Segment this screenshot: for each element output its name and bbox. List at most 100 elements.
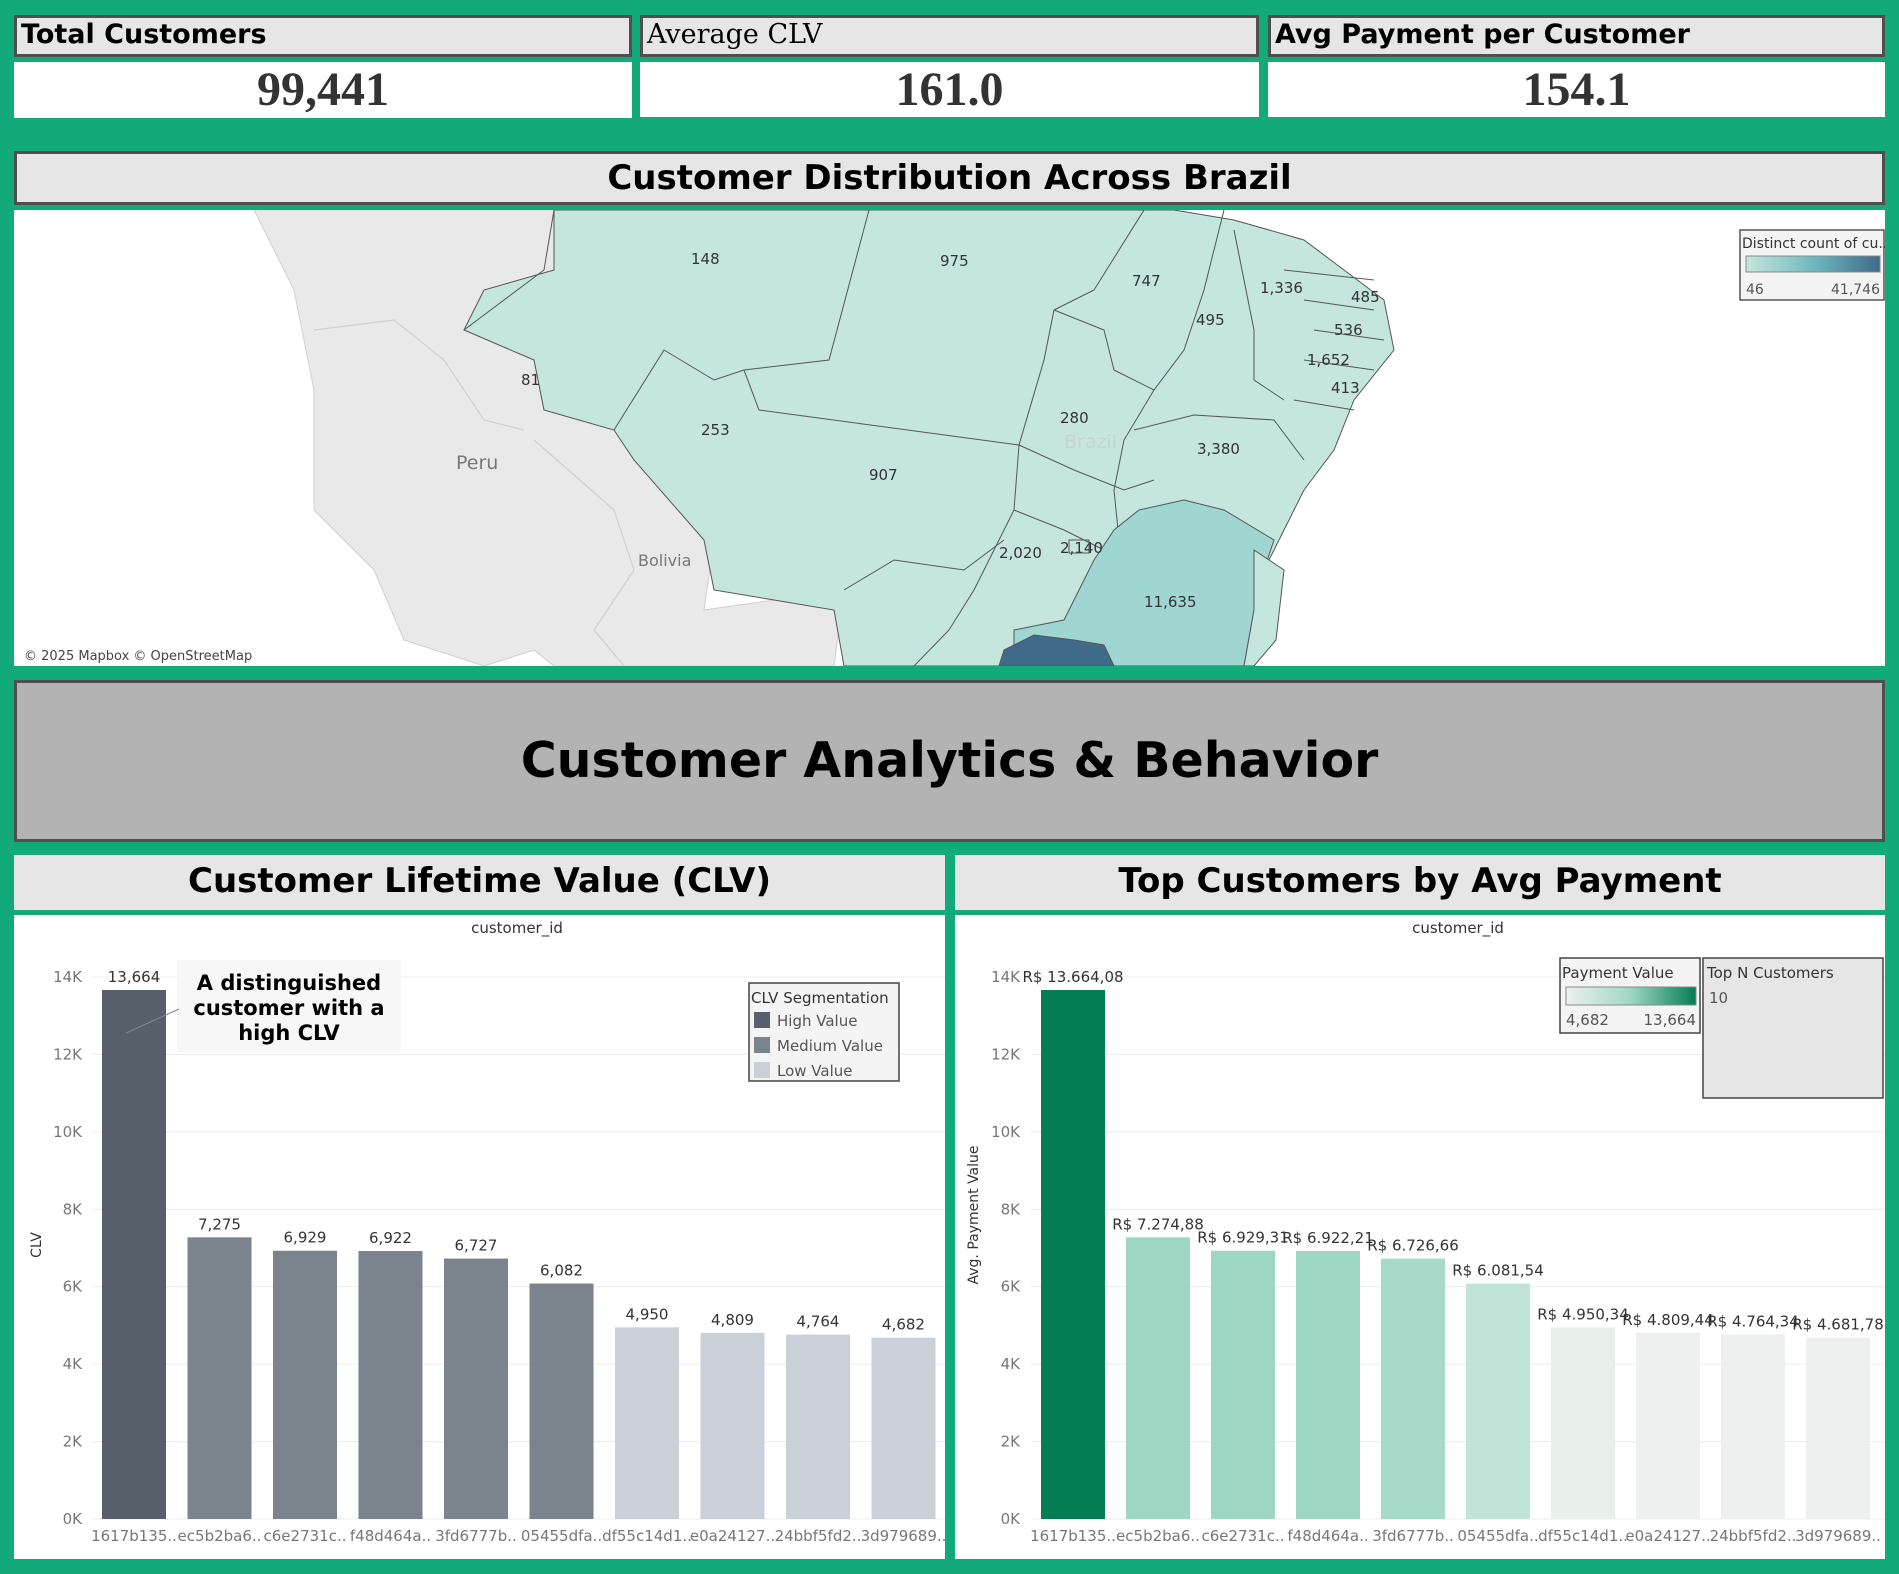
kpi-title-avg-payment: Avg Payment per Customer xyxy=(1268,15,1885,57)
clv-legend: CLV Segmentation High Value Medium Value… xyxy=(748,982,900,1082)
clv-category-label: 05455dfa.. xyxy=(521,1527,602,1545)
payment-legend-gradient xyxy=(1565,986,1697,1006)
topn-control[interactable]: Top N Customers 10 xyxy=(1702,957,1884,1099)
top-y-tick: 10K xyxy=(991,1123,1021,1141)
top-bar[interactable] xyxy=(1806,1337,1870,1519)
topn-title: Top N Customers xyxy=(1706,964,1834,982)
clv-bar[interactable] xyxy=(444,1258,508,1519)
clv-y-tick: 14K xyxy=(53,968,83,986)
top-category-label: c6e2731c.. xyxy=(1202,1527,1285,1545)
top-bar[interactable] xyxy=(1721,1334,1785,1519)
payment-legend-min: 4,682 xyxy=(1566,1011,1609,1029)
clv-y-axis-title: CLV xyxy=(29,1232,45,1258)
top-bar[interactable] xyxy=(1551,1327,1615,1519)
map-attribution: © 2025 Mapbox © OpenStreetMap xyxy=(24,649,252,664)
state-minas-gerais[interactable] xyxy=(1013,499,1275,666)
top-bar-label: R$ 6.922,21 xyxy=(1282,1229,1374,1247)
map-legend-min: 46 xyxy=(1746,282,1764,298)
top-bar[interactable] xyxy=(1466,1283,1530,1519)
top-bar-label: R$ 4.764,34 xyxy=(1707,1313,1799,1331)
payment-legend-max: 13,664 xyxy=(1644,1011,1697,1029)
top-y-tick: 6K xyxy=(1001,1278,1022,1296)
clv-legend-title: CLV Segmentation xyxy=(751,989,889,1007)
state-value: 907 xyxy=(869,466,898,484)
top-bar[interactable] xyxy=(1211,1250,1275,1519)
top-x-axis-title: customer_id xyxy=(1412,919,1504,938)
kpi-value-total-customers: 99,441 xyxy=(14,62,632,118)
top-y-tick: 12K xyxy=(991,1045,1021,1063)
clv-legend-label: Low Value xyxy=(777,1062,853,1080)
clv-category-label: c6e2731c.. xyxy=(264,1527,347,1545)
clv-annotation-line2: customer with a xyxy=(193,996,384,1020)
clv-bar[interactable] xyxy=(871,1337,936,1519)
top-category-label: ec5b2ba6.. xyxy=(1116,1527,1200,1545)
clv-bar[interactable] xyxy=(187,1237,252,1519)
state-sao-paulo[interactable] xyxy=(998,634,1115,666)
brazil-map[interactable]: Brazil Peru Bolivia 148 975 747 1,336 48… xyxy=(14,210,1885,666)
top-bar-label: R$ 6.726,66 xyxy=(1367,1237,1459,1255)
map-legend-gradient xyxy=(1745,255,1881,273)
country-label-bolivia: Bolivia xyxy=(638,551,691,570)
top-bar-label: R$ 13.664,08 xyxy=(1022,968,1123,986)
top-bar-label: R$ 4.809,44 xyxy=(1622,1311,1714,1329)
clv-category-label: e0a24127.. xyxy=(690,1527,775,1545)
clv-bar[interactable] xyxy=(700,1332,765,1519)
kpi-title-average-clv: Average CLV xyxy=(640,15,1259,57)
top-y-tick: 8K xyxy=(1001,1200,1022,1218)
clv-y-tick: 12K xyxy=(53,1045,83,1063)
topn-value[interactable]: 10 xyxy=(1709,989,1728,1007)
clv-y-tick: 6K xyxy=(63,1278,84,1296)
clv-bar[interactable] xyxy=(358,1251,423,1519)
state-value-labels: 148 975 747 1,336 485 495 536 1,652 413 … xyxy=(521,250,1380,611)
clv-category-label: df55c14d1.. xyxy=(602,1527,692,1545)
top-bar[interactable] xyxy=(1041,990,1105,1519)
clv-bar[interactable] xyxy=(529,1283,594,1519)
kpi-title-total-customers: Total Customers xyxy=(14,15,632,57)
federal-district-marker xyxy=(1068,539,1090,554)
map-legend-title: Distinct count of cu.. xyxy=(1742,236,1885,252)
clv-bar[interactable] xyxy=(786,1334,850,1519)
top-category-label: df55c14d1.. xyxy=(1538,1527,1628,1545)
state-value: 2,020 xyxy=(999,544,1042,562)
clv-bar-label: 6,727 xyxy=(455,1237,498,1255)
country-label-brazil: Brazil xyxy=(1064,431,1117,453)
top-bar-label: R$ 6.081,54 xyxy=(1452,1262,1544,1280)
top-category-label: 3d979689.. xyxy=(1795,1527,1881,1545)
top-y-tick: 0K xyxy=(1001,1510,1022,1528)
clv-bar-label: 4,764 xyxy=(797,1313,840,1331)
top-category-label: 05455dfa.. xyxy=(1457,1527,1538,1545)
clv-annotation-line3: high CLV xyxy=(238,1021,340,1045)
country-label-peru: Peru xyxy=(456,452,498,474)
top-bar-label: R$ 4.950,34 xyxy=(1537,1305,1629,1323)
map-canvas: Brazil Peru Bolivia 148 975 747 1,336 48… xyxy=(24,210,1885,666)
clv-legend-swatch xyxy=(754,1037,770,1053)
clv-bar[interactable] xyxy=(615,1327,679,1519)
top-y-tick: 4K xyxy=(1001,1355,1022,1373)
payment-legend: Payment Value 4,682 13,664 xyxy=(1559,957,1701,1034)
clv-legend-label: Medium Value xyxy=(777,1037,883,1055)
country-border xyxy=(533,439,635,666)
clv-y-tick: 2K xyxy=(63,1433,84,1451)
state-value: 280 xyxy=(1060,409,1089,427)
payment-legend-title: Payment Value xyxy=(1562,964,1674,982)
clv-annotation-line xyxy=(125,1008,180,1034)
clv-category-label: 3d979689.. xyxy=(861,1527,945,1545)
clv-bar-label: 4,950 xyxy=(626,1305,669,1323)
state-value: 253 xyxy=(701,421,730,439)
clv-chart: customer_id CLV 13,664 7,275 6,929 6,922 6,7… xyxy=(29,919,946,1545)
top-bar[interactable] xyxy=(1636,1332,1700,1519)
top-bar[interactable] xyxy=(1296,1251,1360,1519)
kpi-value-average-clv: 161.0 xyxy=(640,62,1259,117)
top-category-label: 3fd6777b.. xyxy=(1372,1527,1454,1545)
top-bar-label: R$ 4.681,78 xyxy=(1792,1316,1884,1334)
clv-bar[interactable] xyxy=(273,1250,337,1519)
clv-category-label: 1617b135.. xyxy=(91,1527,177,1545)
clv-bar[interactable] xyxy=(102,990,166,1519)
top-bar[interactable] xyxy=(1381,1258,1445,1519)
top-bar[interactable] xyxy=(1126,1237,1190,1519)
top-category-label: e0a24127.. xyxy=(1625,1527,1710,1545)
clv-bar-label: 6,082 xyxy=(540,1262,583,1280)
clv-y-tick: 10K xyxy=(53,1123,83,1141)
clv-annotation-line1: A distinguished xyxy=(197,971,381,995)
clv-y-tick: 8K xyxy=(63,1200,84,1218)
